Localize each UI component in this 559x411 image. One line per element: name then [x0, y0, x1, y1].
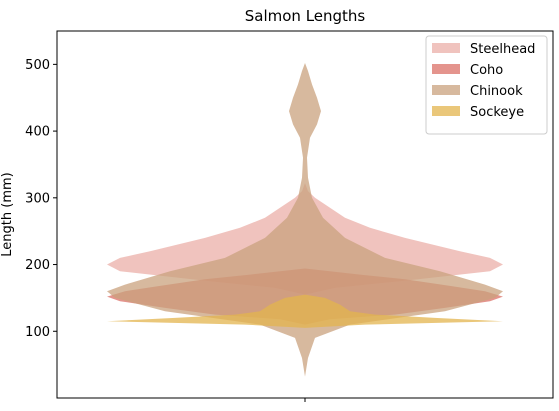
- legend-label-steelhead: Steelhead: [470, 42, 535, 57]
- legend-label-sockeye: Sockeye: [470, 105, 524, 120]
- y-axis-title: Length (mm): [0, 172, 15, 256]
- y-tick-label: 400: [25, 125, 50, 140]
- chart-title: Salmon Lengths: [245, 7, 366, 25]
- y-tick-label: 100: [25, 325, 50, 340]
- violin-chinook: [107, 63, 503, 377]
- legend-swatch-chinook: [432, 85, 460, 95]
- legend-swatch-steelhead: [432, 43, 460, 53]
- y-tick-label: 200: [25, 258, 50, 273]
- violin-layer: [107, 63, 503, 377]
- y-axis-ticks: 100 200 300 400 500: [25, 58, 57, 340]
- legend-swatch-coho: [432, 64, 460, 74]
- legend-label-coho: Coho: [470, 63, 503, 78]
- y-tick-label: 300: [25, 191, 50, 206]
- legend: Steelhead Coho Chinook Sockeye: [425, 35, 548, 135]
- violin-sockeye: [107, 294, 503, 328]
- legend-swatch-sockeye: [432, 106, 460, 116]
- legend-label-chinook: Chinook: [470, 84, 523, 99]
- plot-frame: [56, 30, 554, 399]
- y-tick-label: 500: [25, 58, 50, 73]
